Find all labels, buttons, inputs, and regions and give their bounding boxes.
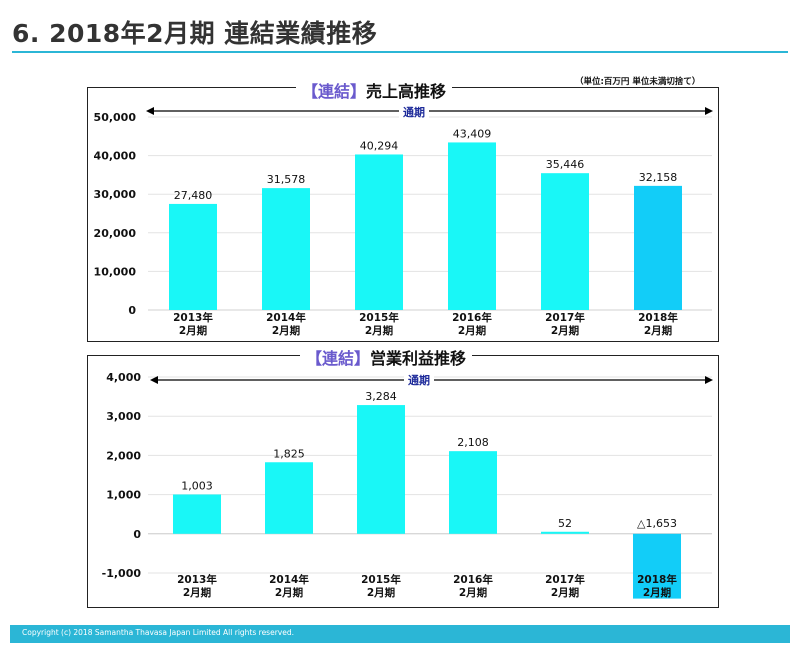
- sales-bar-1: [169, 203, 217, 310]
- profit-bar-2: [265, 462, 313, 534]
- sales-bar-2: [262, 188, 310, 310]
- sales-bar-6: [634, 185, 682, 310]
- profit-category-period-3: 2月期: [367, 586, 395, 599]
- sales-category-period-1: 2月期: [179, 324, 207, 337]
- page-title: 6. 2018年2月期 連結業績推移: [12, 19, 378, 48]
- profit-bar-1: [173, 494, 221, 534]
- sales-category-year-4: 2016年: [452, 311, 492, 324]
- profit-period-arrow-head-right: [705, 376, 713, 384]
- profit-bar-6: [633, 533, 681, 599]
- sales-data-label-1: 27,480: [174, 189, 213, 202]
- profit-data-label-4: 2,108: [457, 436, 489, 449]
- profit-chart-title: 【連結】営業利益推移: [300, 345, 473, 369]
- profit-category-period-5: 2月期: [551, 586, 579, 599]
- sales-data-label-3: 40,294: [360, 139, 399, 152]
- sales-bar-5: [541, 173, 589, 310]
- profit-period-label: 通期: [404, 372, 434, 388]
- sales-category-year-3: 2015年: [359, 311, 399, 324]
- sales-bar-3: [355, 154, 403, 310]
- profit-bar-4: [449, 451, 497, 534]
- profit-category-year-1: 2013年: [177, 573, 217, 586]
- profit-category-year-5: 2017年: [545, 573, 585, 586]
- sales-category-year-2: 2014年: [266, 311, 306, 324]
- sales-period-label: 通期: [399, 104, 429, 120]
- sales-category-period-4: 2月期: [458, 324, 486, 337]
- sales-chart-title-bracket: 【連結】: [302, 82, 367, 101]
- sales-ytick-label: 30,000: [94, 188, 137, 201]
- profit-data-label-2: 1,825: [273, 447, 305, 460]
- profit-ytick-label: 3,000: [106, 410, 141, 423]
- profit-ytick-label: 0: [133, 528, 141, 541]
- profit-category-period-4: 2月期: [459, 586, 487, 599]
- profit-data-label-3: 3,284: [365, 390, 397, 403]
- profit-category-period-2: 2月期: [275, 586, 303, 599]
- sales-category-year-5: 2017年: [545, 311, 585, 324]
- profit-ytick-label: 1,000: [106, 489, 141, 502]
- copyright-text: Copyright (c) 2018 Samantha Thavasa Japa…: [22, 628, 294, 637]
- footer-bar: Copyright (c) 2018 Samantha Thavasa Japa…: [10, 625, 790, 643]
- profit-category-year-4: 2016年: [453, 573, 493, 586]
- profit-ytick-label: 4,000: [106, 371, 141, 384]
- sales-data-label-4: 43,409: [453, 127, 492, 140]
- sales-category-year-1: 2013年: [173, 311, 213, 324]
- sales-data-label-5: 35,446: [546, 158, 585, 171]
- profit-chart-title-label: 営業利益推移: [370, 349, 467, 368]
- profit-category-period-6: 2月期: [643, 586, 671, 599]
- profit-category-year-3: 2015年: [361, 573, 401, 586]
- profit-category-year-6: 2018年: [637, 573, 677, 586]
- sales-period-arrow-head-left: [146, 107, 154, 115]
- profit-chart-title-bracket: 【連結】: [306, 349, 371, 368]
- profit-bar-5: [541, 531, 589, 534]
- title-underline: [12, 51, 788, 53]
- sales-ytick-label: 40,000: [94, 150, 137, 163]
- sales-chart-title: 【連結】売上高推移: [296, 78, 453, 102]
- sales-data-label-2: 31,578: [267, 173, 306, 186]
- sales-ytick-label: 20,000: [94, 227, 137, 240]
- unit-note: （単位:百万円 単位未満切捨て）: [575, 77, 701, 87]
- profit-period-arrow-head-left: [150, 376, 158, 384]
- profit-bar-3: [357, 405, 405, 534]
- sales-ytick-label: 50,000: [94, 111, 137, 124]
- profit-ytick-label: 2,000: [106, 449, 141, 462]
- sales-category-period-5: 2月期: [551, 324, 579, 337]
- profit-category-year-2: 2014年: [269, 573, 309, 586]
- sales-bar-4: [448, 142, 496, 310]
- profit-category-period-1: 2月期: [183, 586, 211, 599]
- sales-chart-title-label: 売上高推移: [366, 82, 447, 101]
- profit-data-label-1: 1,003: [181, 479, 213, 492]
- sales-ytick-label: 0: [128, 304, 136, 317]
- sales-data-label-6: 32,158: [639, 171, 678, 184]
- sales-ytick-label: 10,000: [94, 265, 137, 278]
- sales-category-period-6: 2月期: [644, 324, 672, 337]
- profit-data-label-5: 52: [558, 517, 572, 530]
- sales-category-year-6: 2018年: [638, 311, 678, 324]
- sales-period-arrow-head-right: [705, 107, 713, 115]
- profit-data-label-6: △1,653: [637, 517, 677, 530]
- profit-ytick-label: -1,000: [102, 567, 142, 580]
- sales-category-period-3: 2月期: [365, 324, 393, 337]
- sales-category-period-2: 2月期: [272, 324, 300, 337]
